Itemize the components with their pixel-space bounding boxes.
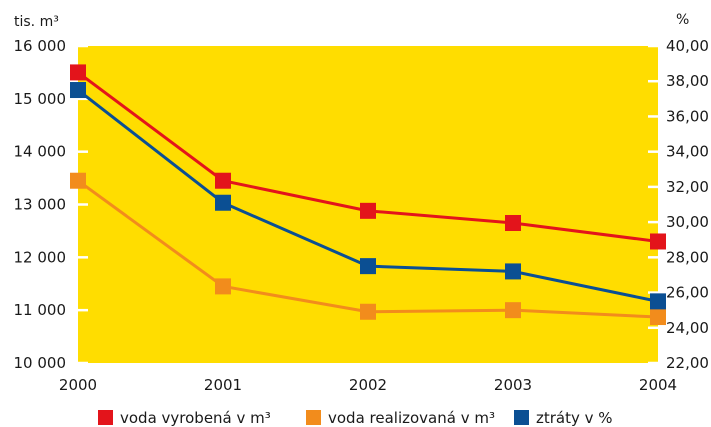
right-tick-label: 40,00 [666,37,709,55]
left-axis-unit: tis. m³ [14,14,59,30]
right-tick-label: 24,00 [666,319,709,337]
left-tick-label: 14 000 [14,143,67,161]
data-point [650,309,666,326]
data-point [70,64,86,81]
x-tick-label: 2002 [349,376,387,394]
data-point [505,302,521,319]
right-tick-label: 36,00 [666,107,709,125]
right-tick-label: 38,00 [666,72,709,90]
legend-label: voda realizovaná v m³ [328,409,495,427]
data-point [215,278,231,295]
right-tick-label: 34,00 [666,143,709,161]
data-point [70,82,86,99]
left-tick-label: 16 000 [14,37,67,55]
data-point [650,293,666,310]
legend-swatch [306,410,321,425]
right-axis-unit: % [676,12,689,28]
x-tick-label: 2000 [59,376,97,394]
data-point [650,233,666,250]
data-point [215,172,231,189]
legend-label: voda vyrobená v m³ [120,409,271,427]
data-point [505,214,521,231]
right-tick-label: 30,00 [666,213,709,231]
x-tick-label: 2001 [204,376,242,394]
left-tick-label: 13 000 [14,196,67,214]
legend-swatch [514,410,529,425]
data-point [360,303,376,320]
left-tick-label: 11 000 [14,301,67,319]
data-point [360,258,376,275]
right-tick-label: 28,00 [666,248,709,266]
data-point [215,194,231,211]
right-tick-label: 26,00 [666,284,709,302]
x-tick-label: 2004 [639,376,677,394]
left-tick-label: 15 000 [14,90,67,108]
data-point [70,172,86,189]
x-tick-label: 2003 [494,376,532,394]
legend-swatch [98,410,113,425]
left-tick-label: 12 000 [14,248,67,266]
data-point [360,202,376,219]
right-tick-label: 32,00 [666,178,709,196]
left-tick-label: 10 000 [14,354,67,372]
legend-label: ztráty v % [536,409,613,427]
right-tick-label: 22,00 [666,354,709,372]
data-point [505,263,521,280]
